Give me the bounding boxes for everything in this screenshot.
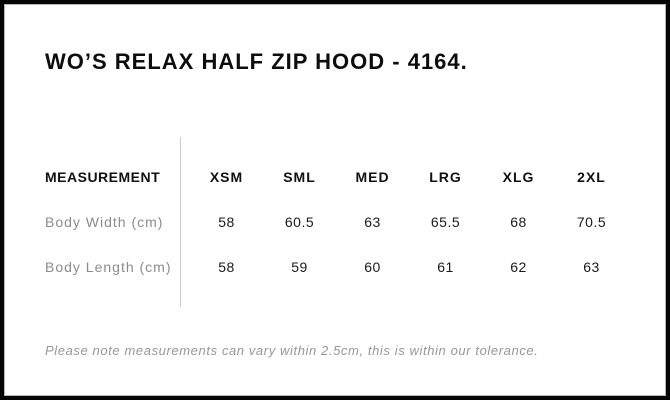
body-length-xlg: 62 — [510, 259, 527, 275]
column-header-measurement: MEASUREMENT — [45, 169, 161, 185]
body-length-lrg: 61 — [437, 259, 454, 275]
table-row-body-length: Body Length (cm) 58 59 60 61 62 63 — [0, 259, 670, 275]
body-width-sml: 60.5 — [284, 214, 315, 230]
row-label-body-width: Body Width (cm) — [45, 214, 164, 230]
column-header-lrg: LRG — [429, 169, 462, 185]
body-length-2xl: 63 — [583, 259, 600, 275]
column-header-xsm: XSM — [209, 169, 244, 185]
column-header-2xl: 2XL — [577, 169, 606, 185]
table-header-row: MEASUREMENT XSM SML MED LRG XLG 2XL — [0, 169, 670, 185]
body-length-med: 60 — [364, 259, 381, 275]
column-header-sml: SML — [283, 169, 316, 185]
table-row-body-width: Body Width (cm) 58 60.5 63 65.5 68 70.5 — [0, 214, 670, 230]
column-header-xlg: XLG — [502, 169, 535, 185]
row-label-body-length: Body Length (cm) — [45, 259, 172, 275]
body-length-xsm: 58 — [218, 259, 235, 275]
body-width-xsm: 58 — [218, 214, 235, 230]
body-width-xlg: 68 — [510, 214, 527, 230]
body-width-2xl: 70.5 — [576, 214, 607, 230]
body-length-sml: 59 — [291, 259, 308, 275]
page-title: WO’S RELAX HALF ZIP HOOD - 4164. — [45, 49, 468, 74]
table-column-divider — [180, 137, 181, 307]
column-header-med: MED — [355, 169, 390, 185]
body-width-med: 63 — [364, 214, 381, 230]
body-length-cells: 58 59 60 61 62 63 — [190, 259, 628, 275]
body-width-cells: 58 60.5 63 65.5 68 70.5 — [190, 214, 628, 230]
body-width-lrg: 65.5 — [430, 214, 461, 230]
tolerance-note: Please note measurements can vary within… — [45, 343, 539, 358]
size-header-cells: XSM SML MED LRG XLG 2XL — [190, 169, 628, 185]
